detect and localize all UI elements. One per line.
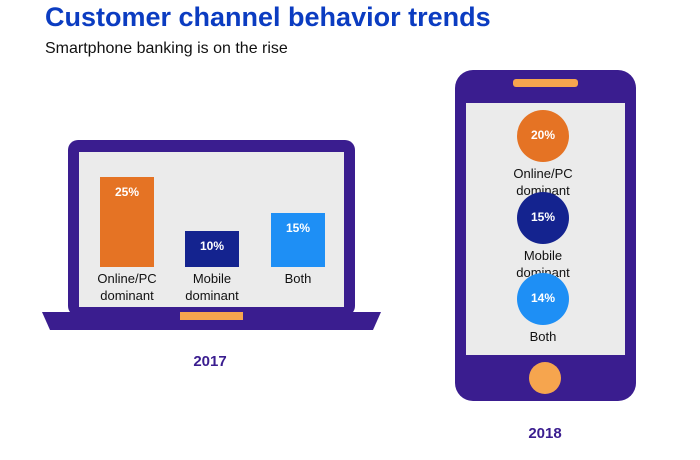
category-label: Both — [284, 271, 312, 286]
laptop-tab — [180, 312, 243, 320]
value-circle — [517, 192, 569, 244]
category-label: Online/PC dominant — [97, 271, 157, 303]
value-circle — [517, 110, 569, 162]
title: Customer channel behavior trends — [45, 2, 491, 32]
chart-title: 2018 — [528, 425, 561, 442]
value-label: 14% — [531, 291, 555, 305]
category-label: Mobile dominant — [516, 248, 570, 280]
phone-button — [529, 362, 561, 394]
category-label: Mobile dominant — [516, 248, 570, 280]
value-circle — [517, 273, 569, 325]
category-label: Online/PC dominant — [513, 166, 573, 198]
subtitle: Smartphone banking is on the rise — [45, 40, 288, 57]
category-label: Online/PC dominant — [513, 166, 573, 198]
bar — [100, 177, 154, 267]
bar — [185, 231, 239, 267]
value-label: 10% — [200, 239, 224, 253]
value-label: 15% — [286, 221, 310, 235]
value-label: 15% — [531, 210, 555, 224]
category-label: Online/PC dominant — [97, 271, 157, 303]
laptop-base — [42, 312, 381, 330]
category-label: Mobile dominant — [185, 271, 239, 303]
phone-speaker — [513, 79, 578, 87]
chart-title: 2017 — [193, 353, 226, 370]
category-label: Both — [529, 329, 557, 344]
bar — [271, 213, 325, 267]
value-label: 20% — [531, 128, 555, 142]
category-label: Mobile dominant — [185, 271, 239, 303]
value-label: 25% — [115, 185, 139, 199]
category-label: Both — [284, 271, 312, 286]
category-label: Both — [529, 329, 557, 344]
